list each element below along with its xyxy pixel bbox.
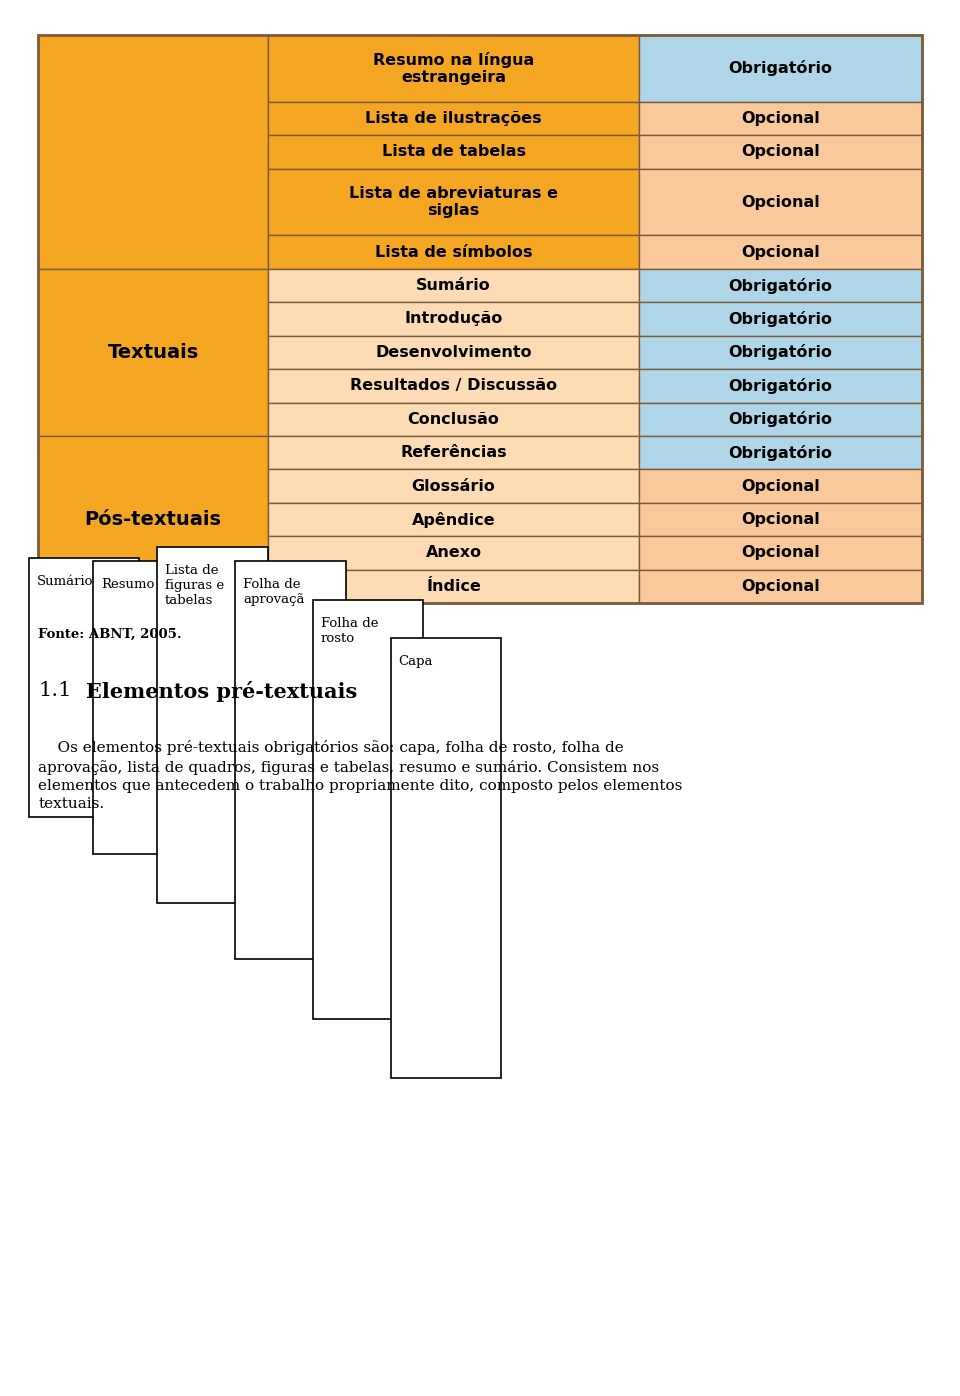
Bar xyxy=(268,236,639,269)
Bar xyxy=(93,561,204,854)
Bar xyxy=(313,600,423,1019)
Bar xyxy=(268,369,639,402)
Bar xyxy=(29,558,139,817)
Bar xyxy=(268,35,639,102)
Bar xyxy=(639,536,922,570)
Text: Opcional: Opcional xyxy=(741,144,820,159)
Bar xyxy=(268,469,639,503)
Text: Opcional: Opcional xyxy=(741,479,820,494)
Bar xyxy=(157,547,268,903)
Text: Introdução: Introdução xyxy=(404,311,503,327)
Text: Obrigatório: Obrigatório xyxy=(729,378,832,394)
Bar xyxy=(391,638,501,1078)
Bar xyxy=(235,561,346,959)
Bar xyxy=(268,169,639,236)
Bar xyxy=(639,236,922,269)
Bar xyxy=(268,402,639,436)
Bar xyxy=(639,402,922,436)
Text: Lista de ilustrações: Lista de ilustrações xyxy=(365,110,541,126)
Bar xyxy=(639,503,922,536)
Bar xyxy=(268,570,639,603)
Text: Opcional: Opcional xyxy=(741,194,820,209)
Text: Lista de tabelas: Lista de tabelas xyxy=(381,144,525,159)
Text: Referências: Referências xyxy=(400,445,507,461)
Bar xyxy=(268,269,639,303)
Text: Folha de
rosto: Folha de rosto xyxy=(321,617,378,645)
Text: Obrigatório: Obrigatório xyxy=(729,412,832,427)
Text: Opcional: Opcional xyxy=(741,110,820,126)
Bar xyxy=(639,269,922,303)
Bar xyxy=(639,335,922,369)
Bar xyxy=(38,35,268,269)
Text: Opcional: Opcional xyxy=(741,579,820,593)
Bar xyxy=(38,436,268,603)
Text: Obrigatório: Obrigatório xyxy=(729,278,832,293)
Bar xyxy=(268,503,639,536)
Text: Conclusão: Conclusão xyxy=(408,412,499,427)
Text: Elementos pré-textuais: Elementos pré-textuais xyxy=(86,681,358,702)
Text: Opcional: Opcional xyxy=(741,244,820,260)
Text: Capa: Capa xyxy=(398,655,433,667)
Bar xyxy=(268,102,639,135)
Text: Textuais: Textuais xyxy=(108,343,199,362)
Text: Índice: Índice xyxy=(426,579,481,593)
Text: Os elementos pré-textuais obrigatórios são: capa, folha de rosto, folha de
aprov: Os elementos pré-textuais obrigatórios s… xyxy=(38,740,683,811)
Bar xyxy=(268,335,639,369)
Bar xyxy=(639,469,922,503)
Text: Sumário: Sumário xyxy=(36,575,93,588)
Text: Opcional: Opcional xyxy=(741,546,820,560)
Bar xyxy=(639,303,922,335)
Bar xyxy=(268,436,639,469)
Text: Folha de
aprovaçã: Folha de aprovaçã xyxy=(243,578,304,606)
Text: Glossário: Glossário xyxy=(412,479,495,494)
Text: Obrigatório: Obrigatório xyxy=(729,445,832,461)
Text: Sumário: Sumário xyxy=(416,278,491,293)
Bar xyxy=(268,303,639,335)
Text: Fonte: ABNT, 2005.: Fonte: ABNT, 2005. xyxy=(38,628,182,641)
Bar xyxy=(639,169,922,236)
Text: Obrigatório: Obrigatório xyxy=(729,311,832,327)
Text: Lista de abreviaturas e
siglas: Lista de abreviaturas e siglas xyxy=(349,186,558,218)
Text: 1.1: 1.1 xyxy=(38,681,72,701)
Text: Opcional: Opcional xyxy=(741,512,820,528)
Bar xyxy=(639,570,922,603)
Bar xyxy=(639,102,922,135)
Bar xyxy=(639,436,922,469)
Bar xyxy=(639,135,922,169)
Text: Lista de
figuras e
tabelas: Lista de figuras e tabelas xyxy=(165,564,225,607)
Bar xyxy=(38,35,922,603)
Text: Resumo: Resumo xyxy=(101,578,155,591)
Text: Resumo na língua
estrangeira: Resumo na língua estrangeira xyxy=(372,52,534,85)
Bar xyxy=(268,536,639,570)
Bar xyxy=(639,369,922,402)
Text: Apêndice: Apêndice xyxy=(412,511,495,528)
Text: Obrigatório: Obrigatório xyxy=(729,345,832,360)
Text: Pós-textuais: Pós-textuais xyxy=(84,510,222,529)
Text: Resultados / Discussão: Resultados / Discussão xyxy=(350,378,557,394)
Text: Anexo: Anexo xyxy=(425,546,482,560)
Text: Desenvolvimento: Desenvolvimento xyxy=(375,345,532,360)
Bar xyxy=(268,135,639,169)
Text: Obrigatório: Obrigatório xyxy=(729,60,832,77)
Bar xyxy=(639,35,922,102)
Text: Lista de símbolos: Lista de símbolos xyxy=(374,244,532,260)
Bar xyxy=(38,269,268,436)
